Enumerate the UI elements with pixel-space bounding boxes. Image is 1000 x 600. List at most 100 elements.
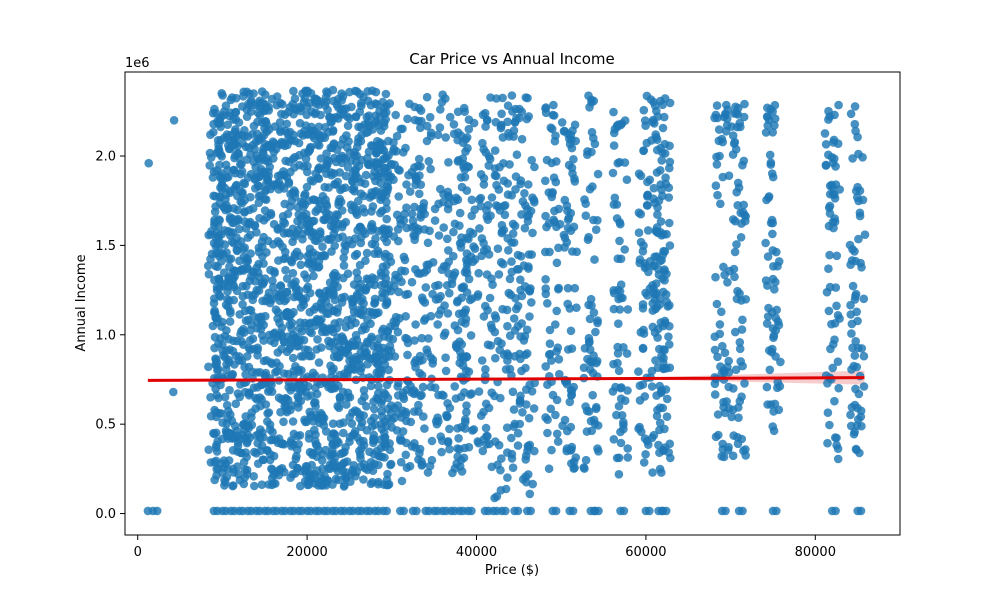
scatter-point — [657, 385, 666, 395]
scatter-point — [665, 340, 674, 349]
scatter-point — [761, 128, 771, 137]
scatter-point — [448, 468, 457, 478]
scatter-point — [710, 113, 719, 123]
scatter-point — [477, 356, 487, 365]
scatter-point — [548, 390, 558, 400]
scatter-point — [543, 428, 552, 438]
scatter-point — [735, 344, 745, 354]
scatter-point — [364, 160, 373, 170]
scatter-point — [285, 103, 295, 112]
scatter-point — [330, 345, 339, 355]
scatter-point — [403, 114, 412, 124]
scatter-point — [249, 89, 258, 98]
scatter-point — [252, 285, 262, 295]
scatter-point — [411, 172, 420, 181]
scatter-point — [549, 173, 559, 182]
scatter-point — [420, 268, 429, 277]
scatter-point — [594, 506, 603, 516]
scatter-point — [741, 216, 750, 226]
scatter-point — [213, 464, 223, 473]
scatter-point — [562, 238, 572, 247]
scatter-point — [464, 124, 474, 134]
scatter-point — [242, 155, 252, 164]
scatter-point — [226, 308, 235, 318]
scatter-point — [456, 392, 466, 402]
scatter-point — [359, 475, 368, 484]
scatter-point — [824, 306, 834, 316]
scatter-point — [855, 208, 865, 218]
y-tick-label: 2.0 — [95, 150, 116, 165]
scatter-point — [303, 86, 313, 96]
scatter-point — [851, 289, 861, 299]
scatter-point — [562, 446, 571, 456]
scatter-point — [508, 463, 518, 473]
scatter-point — [639, 105, 649, 115]
scatter-point — [330, 295, 340, 305]
scatter-point — [395, 166, 404, 175]
scatter-point — [373, 340, 382, 350]
scatter-point — [421, 283, 431, 292]
scatter-point — [530, 198, 539, 207]
scatter-point — [651, 130, 660, 139]
scatter-point — [716, 362, 725, 371]
scatter-point — [522, 400, 531, 409]
scatter-point — [614, 470, 624, 479]
scatter-point — [423, 238, 433, 248]
scatter-point — [541, 413, 550, 422]
scatter-point — [393, 401, 403, 410]
scatter-point — [313, 205, 323, 214]
scatter-point — [642, 201, 652, 210]
scatter-point — [612, 410, 621, 420]
scatter-point — [244, 315, 253, 325]
scatter-point — [410, 202, 419, 212]
scatter-point — [323, 88, 333, 98]
scatter-point — [391, 110, 401, 120]
scatter-point — [665, 241, 675, 250]
scatter-point — [528, 228, 537, 238]
scatter-point — [653, 210, 662, 219]
scatter-point — [418, 382, 428, 392]
scatter-point — [825, 201, 835, 211]
scatter-point — [325, 285, 334, 295]
scatter-point — [243, 132, 253, 141]
scatter-point — [257, 441, 267, 451]
scatter-point — [356, 223, 366, 232]
scatter-point — [616, 254, 626, 264]
scatter-point — [415, 189, 424, 199]
y-axis-label: Annual Income — [74, 254, 89, 351]
scatter-point — [402, 203, 411, 212]
scatter-point — [439, 223, 449, 232]
scatter-point — [455, 208, 465, 218]
scatter-point — [378, 97, 388, 107]
scatter-point — [220, 475, 229, 485]
scatter-point — [243, 430, 253, 440]
scatter-point — [554, 243, 563, 253]
scatter-point — [401, 450, 411, 460]
scatter-point — [613, 358, 622, 368]
scatter-point — [558, 421, 567, 431]
scatter-point — [242, 469, 252, 479]
scatter-point — [831, 162, 840, 171]
scatter-point — [389, 138, 398, 147]
scatter-point — [208, 321, 218, 331]
scatter-point — [417, 461, 427, 470]
y-tick-label: 0.5 — [95, 418, 116, 433]
scatter-point — [308, 126, 317, 136]
scatter-point — [720, 270, 729, 280]
scatter-point — [503, 356, 512, 365]
scatter-point — [250, 447, 259, 457]
scatter-point — [638, 247, 648, 256]
scatter-point — [269, 154, 278, 163]
scatter-point — [389, 175, 398, 184]
scatter-point — [767, 308, 777, 317]
scatter-point — [280, 219, 290, 228]
scatter-point — [449, 120, 459, 129]
scatter-point — [651, 226, 661, 236]
scatter-point — [662, 412, 672, 422]
scatter-point — [217, 181, 227, 190]
scatter-point — [508, 387, 518, 397]
scatter-point — [434, 231, 444, 240]
scatter-point — [661, 318, 670, 328]
scatter-point — [496, 486, 506, 495]
scatter-point — [593, 444, 602, 453]
